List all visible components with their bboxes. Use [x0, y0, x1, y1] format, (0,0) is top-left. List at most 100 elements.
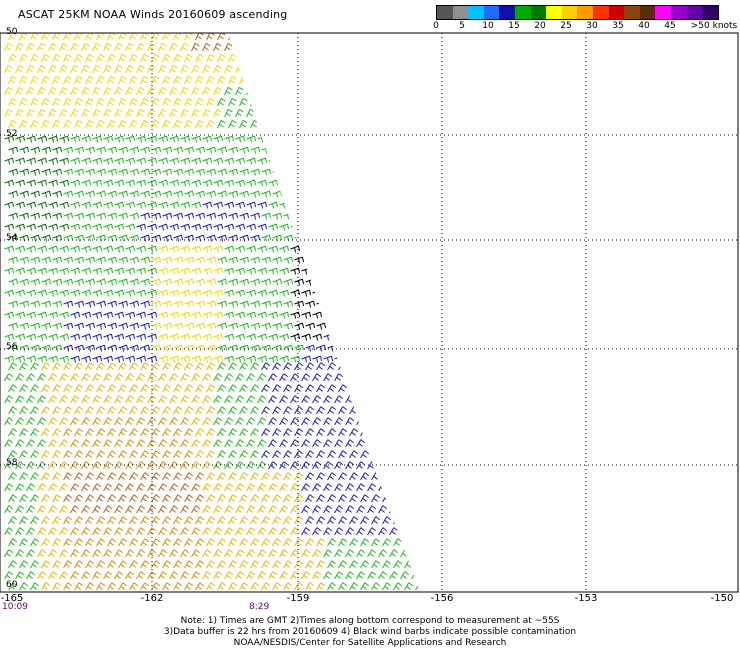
wind-barb	[103, 505, 113, 514]
wind-barb	[191, 483, 201, 492]
wind-barb	[382, 234, 393, 242]
wind-barb	[202, 373, 212, 382]
wind-barb	[371, 256, 382, 264]
wind-barb	[59, 395, 69, 404]
wind-barb	[96, 278, 107, 286]
wind-barb	[180, 245, 191, 253]
wind-barb	[107, 494, 117, 503]
wind-barb	[294, 256, 305, 264]
wind-barb	[92, 201, 103, 209]
wind-barb	[415, 97, 420, 107]
wind-barb	[217, 146, 228, 154]
wind-barb	[389, 245, 400, 253]
wind-barb	[279, 223, 290, 231]
wind-barb	[151, 168, 162, 176]
wind-barb	[261, 472, 271, 481]
wind-barb	[378, 333, 389, 341]
wind-barb	[202, 289, 213, 297]
wind-barb	[70, 571, 80, 580]
wind-barb	[312, 395, 322, 404]
wind-barb	[140, 168, 151, 176]
wind-barb	[85, 406, 95, 415]
wind-barb	[129, 406, 139, 415]
wind-barb	[15, 108, 24, 118]
colorbar-swatch	[499, 6, 515, 19]
wind-barb	[103, 483, 113, 492]
wind-barb	[184, 362, 194, 371]
wind-barb	[334, 311, 345, 319]
lat-label-58: 58	[6, 458, 18, 468]
wind-barb	[213, 439, 223, 448]
wind-barb	[41, 33, 50, 41]
wind-barb	[48, 483, 58, 492]
wind-barb	[224, 311, 235, 319]
wind-barb	[41, 472, 51, 481]
wind-barb	[125, 86, 134, 96]
wind-barb	[15, 201, 26, 209]
wind-barb	[147, 311, 158, 319]
wind-barb	[261, 168, 272, 176]
wind-barb	[173, 428, 183, 437]
wind-barb	[103, 571, 113, 580]
wind-barb	[103, 395, 113, 404]
wind-barb	[136, 355, 147, 363]
wind-barb	[283, 168, 294, 176]
wind-barb	[30, 234, 41, 242]
wind-barb	[37, 201, 48, 209]
wind-barb	[378, 179, 389, 187]
wind-barb	[213, 395, 223, 404]
wind-barb	[228, 97, 237, 107]
wind-barb	[169, 223, 180, 231]
wind-barb	[290, 355, 301, 363]
wind-barb	[290, 333, 301, 341]
wind-barb	[63, 582, 73, 591]
wind-barb	[228, 494, 238, 503]
wind-barb	[257, 355, 268, 363]
wind-barb	[52, 300, 63, 308]
wind-barb	[180, 108, 189, 118]
wind-barb	[180, 395, 190, 404]
wind-barb	[411, 373, 420, 382]
wind-barb	[316, 406, 326, 415]
wind-barb	[371, 97, 380, 107]
wind-barb	[180, 267, 191, 275]
wind-barb	[404, 322, 415, 330]
wind-barb	[294, 300, 305, 308]
wind-barb	[96, 472, 106, 481]
wind-barb	[371, 168, 382, 176]
wind-barb	[8, 516, 18, 525]
wind-barb	[26, 223, 37, 231]
wind-barb	[158, 333, 169, 341]
wind-barb	[334, 179, 345, 187]
map-frame	[0, 32, 739, 593]
wind-barb	[74, 300, 85, 308]
wind-barb	[404, 472, 414, 481]
wind-barb	[389, 505, 399, 514]
wind-barb	[103, 417, 113, 426]
wind-barb	[180, 439, 190, 448]
wind-barb	[118, 146, 129, 154]
wind-barb	[235, 333, 246, 341]
wind-barb	[345, 289, 356, 297]
wind-barb	[213, 549, 223, 558]
wind-barb	[279, 461, 289, 470]
wind-barb	[169, 417, 179, 426]
wind-barb	[92, 483, 102, 492]
wind-barb	[268, 108, 277, 118]
wind-barb	[151, 75, 160, 85]
wind-barb	[41, 428, 51, 437]
wind-barb	[4, 245, 15, 253]
wind-barb	[327, 344, 338, 352]
wind-barb	[400, 289, 411, 297]
wind-barb	[246, 355, 257, 363]
wind-barb	[301, 355, 312, 363]
wind-barb	[103, 549, 113, 558]
wind-barb	[305, 450, 315, 459]
wind-barb	[316, 278, 327, 286]
wind-barb	[151, 516, 161, 525]
wind-barb	[129, 53, 138, 63]
wind-barb	[415, 278, 420, 286]
colorbar-swatch	[483, 6, 500, 19]
wind-barb	[107, 582, 117, 591]
wind-barb	[26, 395, 36, 404]
